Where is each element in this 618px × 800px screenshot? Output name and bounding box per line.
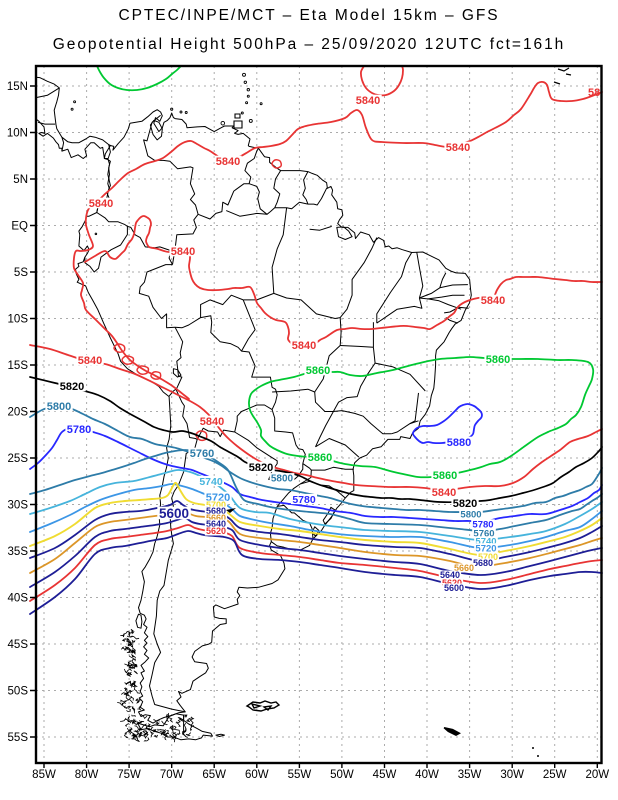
svg-text:5860: 5860 bbox=[306, 365, 330, 377]
svg-text:5840: 5840 bbox=[78, 355, 102, 367]
svg-text:5680: 5680 bbox=[473, 558, 493, 568]
svg-text:5740: 5740 bbox=[475, 536, 496, 547]
svg-text:85W: 85W bbox=[32, 769, 56, 781]
svg-text:5820: 5820 bbox=[60, 381, 84, 393]
svg-text:5860: 5860 bbox=[486, 354, 510, 366]
svg-text:5840: 5840 bbox=[446, 142, 470, 154]
svg-text:5720: 5720 bbox=[475, 543, 496, 554]
svg-text:5820: 5820 bbox=[249, 462, 273, 474]
svg-text:10N: 10N bbox=[7, 128, 28, 140]
svg-text:20S: 20S bbox=[8, 407, 29, 419]
svg-text:5840: 5840 bbox=[89, 198, 113, 210]
svg-text:5860: 5860 bbox=[433, 470, 457, 482]
svg-text:20W: 20W bbox=[585, 769, 609, 781]
svg-text:5640: 5640 bbox=[440, 570, 460, 580]
svg-text:5780: 5780 bbox=[292, 494, 316, 506]
svg-text:EQ: EQ bbox=[11, 221, 28, 233]
svg-text:30W: 30W bbox=[500, 769, 524, 781]
svg-text:5840: 5840 bbox=[292, 340, 316, 352]
svg-text:5800: 5800 bbox=[460, 509, 481, 520]
svg-text:45S: 45S bbox=[8, 639, 29, 651]
svg-text:10S: 10S bbox=[8, 314, 29, 326]
svg-text:5800: 5800 bbox=[47, 401, 71, 413]
svg-text:80W: 80W bbox=[75, 769, 99, 781]
svg-text:5600: 5600 bbox=[444, 583, 464, 593]
svg-text:5780: 5780 bbox=[472, 519, 493, 530]
svg-text:5820: 5820 bbox=[453, 498, 477, 510]
svg-text:5620: 5620 bbox=[442, 578, 462, 588]
svg-text:5700: 5700 bbox=[478, 552, 498, 562]
svg-text:5N: 5N bbox=[13, 174, 28, 186]
svg-text:5680: 5680 bbox=[206, 506, 226, 516]
svg-text:CPTEC/INPE/MCT – Eta Model 15: CPTEC/INPE/MCT – Eta Model 15km – GFS bbox=[118, 7, 499, 24]
svg-text:5760: 5760 bbox=[190, 448, 214, 460]
svg-text:50W: 50W bbox=[330, 769, 354, 781]
svg-text:40W: 40W bbox=[415, 769, 439, 781]
svg-text:5800: 5800 bbox=[271, 474, 294, 485]
svg-text:35S: 35S bbox=[8, 546, 29, 558]
svg-text:5600: 5600 bbox=[159, 506, 189, 521]
svg-text:5840: 5840 bbox=[432, 487, 456, 499]
svg-text:5700: 5700 bbox=[206, 500, 226, 510]
svg-text:5840: 5840 bbox=[481, 295, 505, 307]
svg-text:25W: 25W bbox=[543, 769, 567, 781]
svg-text:65W: 65W bbox=[202, 769, 226, 781]
svg-text:5840: 5840 bbox=[171, 246, 195, 258]
svg-text:5620: 5620 bbox=[206, 526, 226, 536]
svg-text:5860: 5860 bbox=[308, 452, 332, 464]
svg-text:58: 58 bbox=[588, 87, 600, 99]
svg-text:15N: 15N bbox=[7, 81, 28, 93]
svg-text:25S: 25S bbox=[8, 453, 29, 465]
svg-text:55W: 55W bbox=[288, 769, 312, 781]
svg-text:50S: 50S bbox=[8, 686, 29, 698]
svg-text:45W: 45W bbox=[373, 769, 397, 781]
svg-text:75W: 75W bbox=[117, 769, 141, 781]
svg-text:5840: 5840 bbox=[216, 156, 240, 168]
svg-text:35W: 35W bbox=[458, 769, 482, 781]
svg-text:5780: 5780 bbox=[67, 424, 91, 436]
svg-text:70W: 70W bbox=[160, 769, 184, 781]
svg-text:5840: 5840 bbox=[356, 95, 380, 107]
svg-text:5840: 5840 bbox=[200, 416, 224, 428]
svg-text:60W: 60W bbox=[245, 769, 269, 781]
svg-text:5880: 5880 bbox=[447, 437, 471, 449]
svg-text:Geopotential Height 500hPa – 2: Geopotential Height 500hPa – 25/09/2020 … bbox=[53, 36, 565, 53]
svg-text:30S: 30S bbox=[8, 500, 29, 512]
svg-text:55S: 55S bbox=[8, 732, 29, 744]
svg-text:5640: 5640 bbox=[206, 519, 226, 529]
svg-text:5660: 5660 bbox=[206, 513, 226, 523]
svg-text:15S: 15S bbox=[8, 360, 29, 372]
svg-text:5760: 5760 bbox=[473, 528, 494, 539]
svg-text:5S: 5S bbox=[14, 267, 28, 279]
svg-text:5660: 5660 bbox=[454, 563, 474, 573]
svg-text:5740: 5740 bbox=[199, 476, 223, 488]
svg-text:40S: 40S bbox=[8, 593, 29, 605]
